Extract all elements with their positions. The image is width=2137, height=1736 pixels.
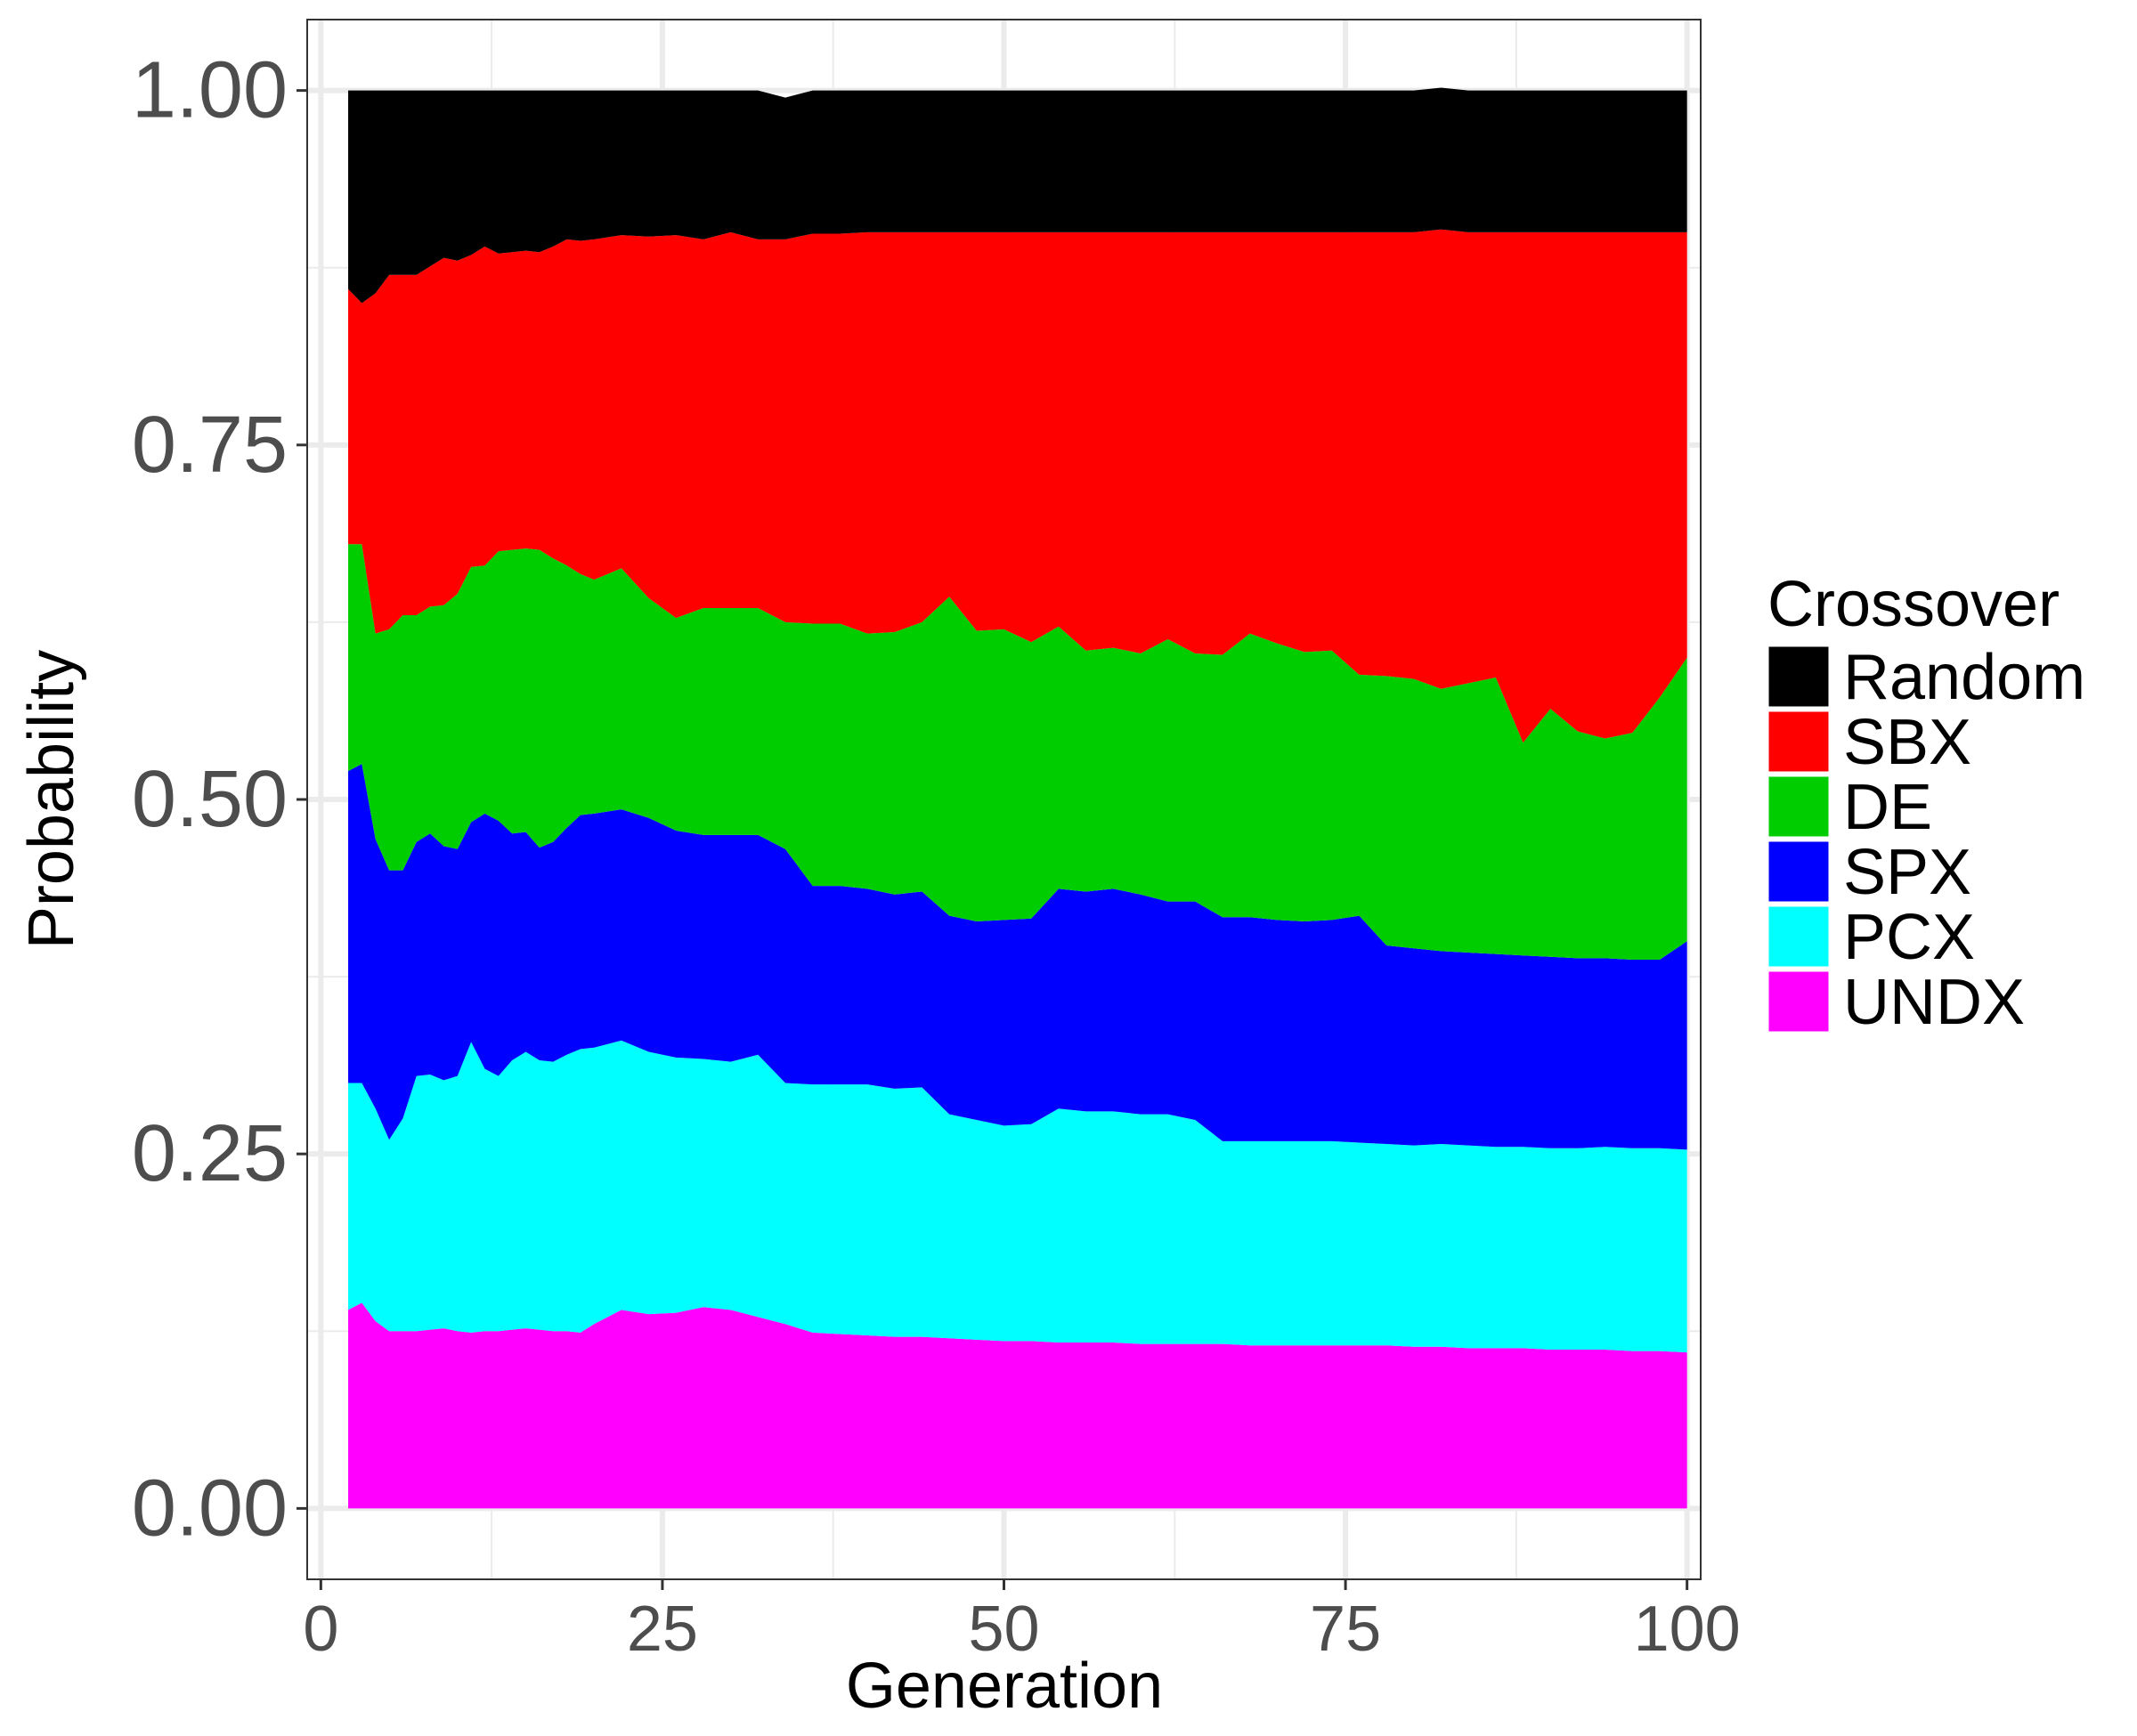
area-undx <box>348 1302 1687 1509</box>
legend-key-sbx <box>1766 709 1832 775</box>
area-series <box>348 87 1687 1509</box>
x-axis-title: Generation <box>846 1651 1163 1722</box>
area-random <box>348 87 1687 304</box>
legend-title: Crossover <box>1767 569 2060 640</box>
x-tick-label: 75 <box>1310 1594 1381 1665</box>
legend-label-de: DE <box>1843 772 1932 843</box>
x-tick-label: 50 <box>968 1594 1039 1665</box>
area-de <box>348 544 1687 960</box>
legend-key-pcx <box>1766 904 1832 969</box>
legend-key-de <box>1766 774 1832 840</box>
x-tick-label: 0 <box>303 1594 338 1665</box>
legend-label-undx: UNDX <box>1843 967 2025 1038</box>
legend-label-spx: SPX <box>1843 837 1971 908</box>
y-axis-title: Probability <box>16 650 87 949</box>
legend-label-pcx: PCX <box>1843 902 1975 973</box>
legend-label-random: Random <box>1843 642 2085 713</box>
x-tick-label: 25 <box>627 1594 698 1665</box>
y-tick-label: 0.75 <box>132 401 288 490</box>
legend-key-spx <box>1766 839 1832 905</box>
x-axis: 0 25 50 75 100 <box>303 1579 1741 1665</box>
area-sbx <box>348 229 1687 743</box>
legend-label-sbx: SBX <box>1843 707 1971 778</box>
legend-key-undx <box>1766 969 1832 1034</box>
x-tick-label: 100 <box>1634 1594 1741 1665</box>
y-tick-label: 0.50 <box>132 755 288 844</box>
y-tick-label: 1.00 <box>132 46 288 135</box>
y-tick-label: 0.00 <box>132 1464 288 1553</box>
legend-key-random <box>1766 644 1832 710</box>
y-axis: 0.00 0.25 0.50 0.75 1.00 <box>132 46 307 1553</box>
y-tick-label: 0.25 <box>132 1109 288 1198</box>
area-spx <box>348 764 1687 1150</box>
area-pcx <box>348 1040 1687 1353</box>
